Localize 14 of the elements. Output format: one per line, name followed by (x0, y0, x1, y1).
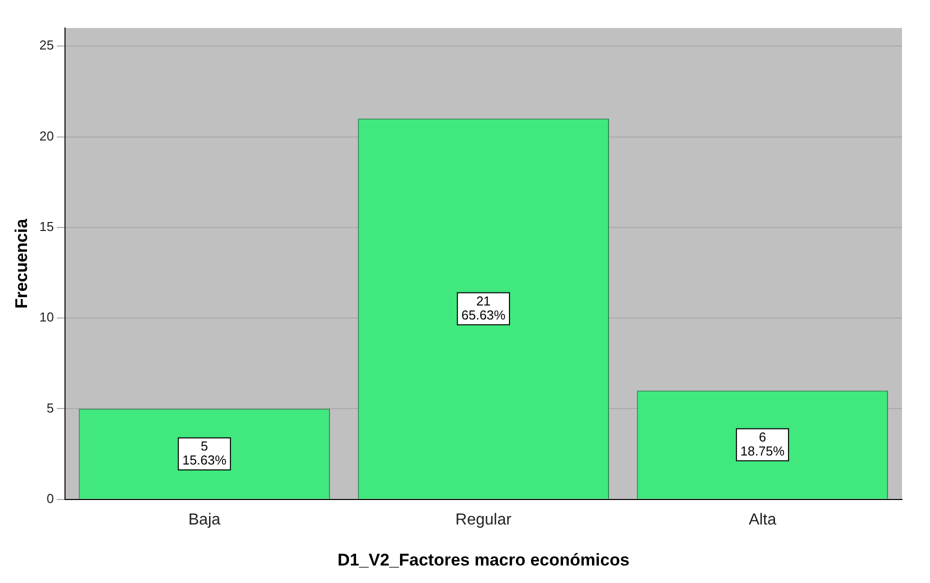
y-tick-label: 0 (46, 490, 54, 506)
y-tick-label: 10 (39, 310, 54, 325)
x-axis-title: D1_V2_Factores macro económicos (337, 550, 630, 570)
y-axis-title: Frecuencia (12, 218, 31, 309)
y-tick-label: 20 (39, 128, 54, 144)
x-tick-label: Alta (748, 511, 776, 528)
x-tick-label: Baja (188, 511, 220, 528)
data-label: 5 15.63% (182, 438, 227, 468)
y-tick-label: 5 (46, 400, 54, 416)
data-label: 6 18.75% (740, 429, 785, 458)
x-tick-label: Regular (455, 511, 512, 528)
y-tick-label: 15 (39, 219, 54, 234)
data-label: 21 65.63% (461, 293, 506, 322)
y-tick-label: 25 (39, 38, 54, 53)
